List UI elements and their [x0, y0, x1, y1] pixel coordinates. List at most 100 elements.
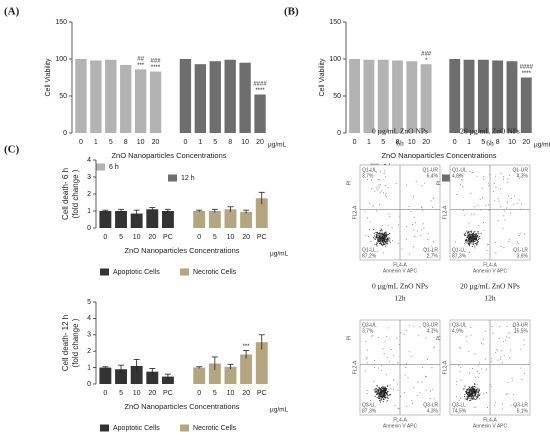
event-dot	[502, 341, 504, 343]
event-dot	[508, 357, 511, 359]
event-dot	[380, 241, 382, 243]
quadrant-label: 87,3%	[362, 408, 377, 414]
bar	[239, 62, 251, 134]
event-dot	[378, 392, 380, 394]
y-tick-label: 1	[87, 364, 91, 371]
event-dot	[378, 336, 380, 339]
y-tick-label: 4	[87, 157, 91, 164]
event-dot	[379, 232, 381, 234]
event-dot	[480, 368, 483, 370]
event-dot	[468, 230, 470, 232]
event-dot	[374, 388, 376, 390]
event-dot	[468, 350, 470, 353]
event-dot	[467, 387, 469, 389]
event-dot	[390, 349, 392, 351]
event-dot	[467, 240, 469, 242]
event-dot	[382, 237, 384, 239]
event-dot	[474, 234, 476, 236]
event-dot	[503, 354, 505, 356]
event-dot	[389, 232, 391, 235]
event-dot	[468, 240, 471, 242]
event-dot	[385, 240, 387, 242]
event-dot	[387, 237, 389, 240]
event-dot	[388, 395, 390, 397]
event-dot	[430, 200, 432, 202]
event-dot	[397, 407, 399, 409]
event-dot	[476, 397, 478, 399]
event-dot	[470, 192, 472, 194]
event-dot	[371, 188, 373, 190]
event-dot	[494, 241, 496, 243]
event-dot	[366, 178, 368, 180]
event-dot	[382, 244, 384, 246]
event-dot	[475, 386, 477, 388]
event-dot	[383, 243, 385, 245]
event-dot	[379, 393, 381, 395]
event-dot	[384, 394, 386, 396]
event-dot	[473, 389, 475, 391]
event-dot	[503, 246, 505, 249]
quadrant-label: 5,1%	[517, 408, 529, 414]
quadrant-label: 3,7%	[362, 328, 374, 334]
bar	[193, 211, 206, 228]
event-dot	[477, 240, 479, 243]
event-dot	[464, 393, 466, 395]
event-dot	[473, 236, 475, 238]
event-dot	[470, 230, 473, 232]
event-dot	[421, 229, 423, 231]
bar	[179, 59, 192, 133]
bar	[224, 209, 237, 228]
event-dot	[384, 396, 386, 398]
event-dot	[384, 392, 386, 394]
event-dot	[476, 239, 478, 241]
event-dot	[494, 404, 496, 406]
event-dot	[485, 330, 487, 332]
event-dot	[404, 374, 406, 376]
event-dot	[378, 396, 380, 399]
x-tick-label: PC	[257, 234, 267, 241]
event-dot	[376, 388, 378, 390]
event-dot	[502, 227, 504, 229]
x-tick-label: 0	[103, 234, 107, 241]
event-dot	[464, 395, 466, 398]
bar	[240, 354, 253, 384]
event-dot	[471, 393, 473, 395]
event-dot	[485, 369, 487, 371]
legend-swatch	[100, 268, 109, 276]
event-dot	[473, 243, 475, 245]
event-dot	[379, 401, 381, 403]
event-dot	[376, 243, 378, 245]
quadrant-label: 2,7%	[427, 253, 439, 259]
event-dot	[498, 200, 500, 202]
event-dot	[374, 238, 377, 240]
bar	[449, 59, 461, 133]
event-dot	[433, 337, 435, 339]
x-tick-label: 5	[381, 139, 385, 146]
event-dot	[377, 237, 379, 239]
event-dot	[503, 176, 505, 178]
event-dot	[379, 389, 381, 391]
event-dot	[374, 367, 376, 369]
event-dot	[425, 248, 427, 250]
event-dot	[380, 227, 382, 230]
event-dot	[476, 241, 478, 244]
event-dot	[425, 389, 427, 391]
event-dot	[471, 368, 474, 370]
event-dot	[370, 179, 373, 181]
event-dot	[509, 212, 512, 214]
event-dot	[386, 393, 388, 395]
bar	[208, 363, 221, 384]
event-dot	[474, 395, 476, 397]
legend-swatch	[96, 163, 105, 171]
event-dot	[482, 221, 485, 224]
event-dot	[508, 174, 510, 177]
event-dot	[382, 239, 384, 241]
event-dot	[516, 169, 518, 171]
event-dot	[460, 347, 462, 349]
y-tick-label: 5	[87, 299, 91, 306]
event-dot	[475, 239, 477, 241]
event-dot	[429, 326, 431, 328]
event-dot	[383, 238, 385, 240]
event-dot	[468, 400, 471, 402]
event-dot	[511, 377, 513, 379]
